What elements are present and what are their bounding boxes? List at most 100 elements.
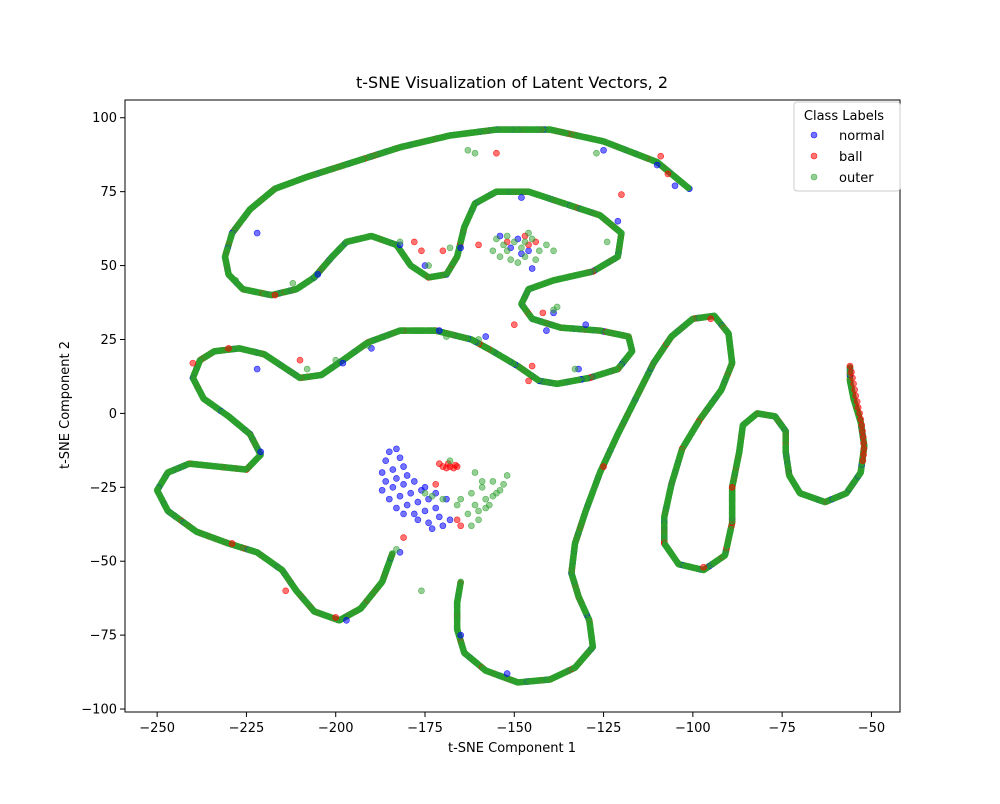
legend-label-ball: ball	[839, 150, 862, 165]
point-ball	[860, 451, 867, 459]
x-tick-label: −175	[407, 721, 443, 736]
point-ball	[664, 170, 672, 178]
x-tick-label: −125	[586, 721, 622, 736]
curve-point-outer	[598, 327, 605, 335]
point-ball	[452, 461, 459, 469]
curve-point-outer	[240, 214, 248, 221]
point-normal	[414, 516, 422, 524]
point-ball	[332, 614, 340, 621]
point-outer	[457, 495, 465, 503]
point-ball	[851, 386, 858, 394]
point-ball	[859, 427, 866, 435]
curve-point-outer	[453, 615, 461, 623]
point-normal	[403, 501, 411, 509]
curve-point-outer	[410, 327, 417, 334]
y-tick-label: 100	[92, 111, 117, 126]
point-ball	[189, 359, 197, 367]
point-ball	[457, 522, 465, 530]
curve-point-outer	[248, 347, 256, 355]
x-tick-label: −225	[229, 721, 265, 736]
point-outer	[535, 247, 543, 255]
point-ball	[435, 460, 443, 467]
point-outer	[503, 472, 511, 479]
point-normal	[257, 448, 265, 456]
point-normal	[435, 327, 443, 334]
point-ball	[600, 463, 607, 470]
point-outer	[525, 229, 532, 237]
curve-point-outer	[589, 489, 596, 497]
point-normal	[671, 182, 679, 190]
point-normal	[389, 466, 397, 473]
x-tick-label: −75	[768, 721, 795, 736]
point-normal	[407, 489, 415, 497]
points-layer	[153, 126, 868, 686]
point-outer	[453, 501, 461, 509]
curve-point-outer	[453, 603, 461, 611]
curve-point-outer	[175, 515, 182, 523]
point-outer	[482, 495, 490, 503]
y-tick-label: −100	[81, 703, 117, 718]
point-outer	[396, 238, 404, 246]
point-outer	[421, 489, 429, 497]
point-normal	[314, 271, 322, 278]
curve-point-outer	[595, 473, 602, 480]
point-normal	[403, 472, 411, 479]
point-ball	[657, 152, 665, 160]
point-outer	[446, 244, 454, 252]
point-outer	[496, 486, 504, 494]
point-outer	[478, 478, 486, 485]
legend: Class Labels normal ball outer	[793, 101, 901, 192]
point-outer	[471, 501, 479, 509]
point-ball	[410, 238, 418, 246]
point-normal	[396, 492, 404, 500]
curve-point-outer	[154, 488, 162, 495]
curve-point-outer	[363, 597, 371, 605]
point-outer	[475, 516, 482, 524]
point-ball	[859, 457, 867, 465]
x-tick-label: −100	[675, 721, 711, 736]
point-ball	[846, 362, 854, 370]
point-normal	[446, 516, 454, 524]
point-ball	[528, 362, 536, 370]
point-normal	[382, 457, 390, 465]
point-normal	[482, 333, 490, 340]
point-ball	[225, 345, 232, 352]
point-normal	[421, 507, 429, 515]
point-normal	[389, 483, 397, 491]
point-outer	[475, 507, 482, 515]
point-outer	[489, 247, 497, 255]
x-tick-label: −150	[496, 721, 532, 736]
point-normal	[543, 327, 550, 334]
point-normal	[457, 244, 465, 252]
point-outer	[232, 277, 240, 284]
point-outer	[364, 342, 372, 349]
curve-point-outer	[358, 235, 366, 242]
point-ball	[228, 540, 236, 547]
point-ball	[856, 410, 863, 417]
point-normal	[396, 454, 404, 462]
point-normal	[600, 146, 607, 154]
point-outer	[500, 241, 507, 249]
curve-point-outer	[593, 265, 600, 273]
x-tick-label: −200	[318, 721, 354, 736]
y-tick-label: 75	[100, 185, 117, 200]
point-outer	[550, 247, 557, 255]
point-outer	[393, 546, 400, 553]
point-outer	[510, 238, 518, 246]
curve-point-outer	[240, 286, 248, 293]
point-normal	[518, 194, 525, 201]
point-outer	[289, 279, 297, 287]
point-normal	[457, 631, 465, 639]
point-outer	[532, 256, 540, 263]
point-ball	[296, 356, 304, 364]
point-normal	[339, 359, 347, 367]
point-outer	[603, 238, 611, 246]
curve-point-outer	[668, 550, 675, 558]
point-outer	[468, 489, 475, 497]
point-normal	[503, 670, 511, 677]
point-outer	[521, 238, 529, 246]
curve-point-outer	[817, 497, 825, 504]
point-outer	[425, 262, 432, 269]
